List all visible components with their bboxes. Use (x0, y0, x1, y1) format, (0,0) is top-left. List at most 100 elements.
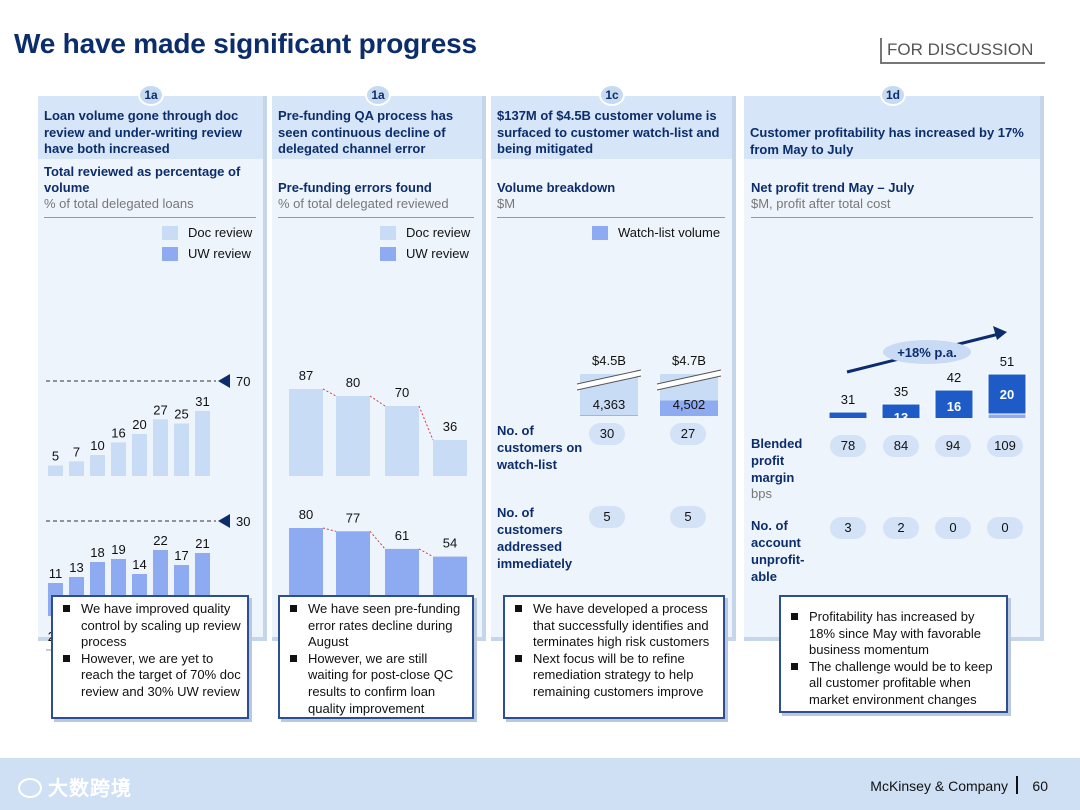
doc-review-bar (111, 442, 126, 476)
axis-break-line (576, 369, 642, 385)
total-volume-label: $4.5B (592, 353, 626, 368)
discussion-tag: FOR DISCUSSION (880, 38, 1045, 64)
uw-review-value: 18 (90, 545, 104, 560)
profit-top-segment (828, 411, 868, 418)
trend-connector (418, 405, 434, 441)
doc-error-bar (289, 389, 323, 476)
doc-error-value: 80 (346, 375, 360, 390)
doc-error-bar (433, 440, 467, 476)
divider (497, 217, 725, 218)
profit-top-segment (881, 403, 921, 418)
doc-review-value: 16 (111, 425, 125, 440)
bullet: We have improved quality control by scal… (59, 601, 241, 651)
profit-total-value: 42 (947, 370, 961, 385)
addressed-count-label: No. of customers addressed immediately (497, 505, 573, 571)
watermark: 大数跨境 (18, 772, 132, 801)
panel-header: $137M of $4.5B customer volume is surfac… (491, 96, 732, 159)
legend-swatch (380, 246, 396, 261)
profit-top-value: 20 (1000, 387, 1014, 402)
net-profit-chart: 1281131May1391335June16101642July1911205… (828, 326, 1027, 418)
profit-total-value: 51 (1000, 354, 1014, 369)
divider (278, 217, 474, 218)
legend-label: UW review (188, 246, 251, 261)
trend-connector (418, 548, 434, 558)
bullet: However, we are yet to reach the target … (59, 651, 241, 701)
chart-subtitle: Pre-funding errors found (278, 180, 432, 195)
profit-top-segment (987, 373, 1027, 415)
bullet: We have developed a process that success… (511, 601, 717, 651)
doc-error-value: 36 (443, 419, 457, 434)
doc-review-bar (48, 465, 63, 476)
profit-margin-july: 94 (935, 435, 971, 457)
profit-top-segment (934, 389, 974, 418)
doc-review-value: 5 (52, 449, 59, 464)
profit-total-value: 31 (841, 392, 855, 407)
legend-doc-review: Doc review (162, 225, 252, 240)
target-marker-doc (218, 374, 230, 388)
other-volume-value: 4,502 (673, 397, 706, 412)
chart-subtitle: Volume breakdown (497, 180, 616, 195)
trend-connector (322, 388, 337, 397)
chart-unit: $M, profit after total cost (751, 196, 891, 211)
doc-error-bar (336, 396, 370, 476)
profit-top-value: 13 (894, 410, 908, 418)
panel-badge: 1c (599, 84, 625, 106)
unprofitable-may: 3 (830, 517, 866, 539)
profit-margin-unit: bps (751, 486, 772, 501)
panel-watch-list: $137M of $4.5B customer volume is surfac… (491, 84, 736, 641)
doc-review-value: 7 (73, 444, 80, 459)
doc-review-bar (90, 455, 105, 476)
legend-swatch (592, 225, 608, 240)
bullet: Next focus will be to refine remediation… (511, 651, 717, 701)
takeaway-box-prefunding: We have seen pre-funding error rates dec… (278, 595, 474, 719)
page-title: We have made significant progress (14, 28, 477, 59)
takeaway-box-profitability: Profitability has increased by 18% since… (779, 595, 1008, 713)
panel-header: Customer profitability has increased by … (744, 96, 1040, 159)
divider (751, 217, 1033, 218)
legend-swatch (162, 246, 178, 261)
total-volume-label: $4.7B (672, 353, 706, 368)
chart-unit: % of total delegated loans (44, 196, 194, 211)
doc-review-bar (69, 461, 84, 476)
legend-watch-list: Watch-list volume (592, 225, 720, 240)
panel-loan-volume: Loan volume gone through doc review and … (38, 84, 267, 666)
panel-badge: 1a (365, 84, 391, 106)
profit-margin-june: 84 (883, 435, 919, 457)
panel-header: Loan volume gone through doc review and … (38, 96, 263, 159)
footer: 大数跨境 McKinsey & Company 60 (0, 758, 1080, 810)
watch-list-bar (660, 400, 718, 416)
doc-review-value: 25 (174, 407, 188, 422)
panel-profitability: Customer profitability has increased by … (744, 84, 1044, 641)
unprofitable-june: 2 (883, 517, 919, 539)
axis-break-line (656, 369, 722, 385)
legend-label: Doc review (406, 225, 471, 240)
uw-review-value: 14 (132, 557, 146, 572)
target-label-uw: 30 (236, 514, 250, 529)
doc-review-bar (195, 410, 210, 476)
legend-doc-review: Doc review (380, 225, 470, 240)
doc-review-bar (174, 423, 189, 476)
doc-error-value: 70 (395, 385, 409, 400)
growth-label: +18% p.a. (897, 345, 957, 360)
panel-badge: 1a (138, 84, 164, 106)
axis-break-line (656, 375, 722, 391)
volume-breakdown-chart: 1374,363$4.5BJul1714,502$4.7BAug (576, 353, 722, 416)
uw-review-value: 11 (49, 566, 63, 581)
uw-error-value: 77 (346, 510, 360, 525)
profit-margin-aug: 109 (987, 435, 1023, 457)
trend-connector (369, 530, 386, 550)
uw-review-value: 17 (174, 548, 188, 563)
other-volume-value: 4,363 (593, 397, 626, 412)
profit-top-value: 16 (947, 399, 961, 414)
addressed-count-aug: 5 (670, 506, 706, 528)
axis-break (657, 370, 721, 390)
uw-error-value: 54 (443, 536, 457, 551)
unprofitable-accounts-label: No. of account unprofit-able (751, 518, 805, 584)
target-marker-uw (218, 514, 230, 528)
bullet: The challenge would be to keep all custo… (787, 659, 1000, 709)
watermark-logo-icon (18, 778, 42, 798)
watch-list-count-label: No. of customers on watch-list (497, 423, 583, 472)
panel-prefunding-errors: Pre-funding QA process has seen continuo… (272, 84, 486, 660)
uw-error-value: 80 (299, 507, 313, 522)
axis-break (577, 370, 641, 390)
